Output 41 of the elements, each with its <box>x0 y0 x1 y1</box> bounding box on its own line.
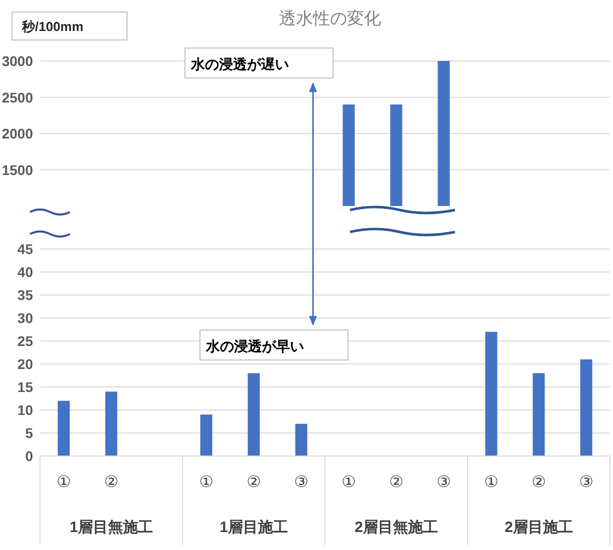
bar <box>580 359 592 456</box>
y-tick-label: 30 <box>17 310 34 326</box>
y-tick-label: 20 <box>17 356 34 372</box>
x-tick-label: ① <box>342 474 356 491</box>
y-tick-label: 0 <box>25 448 34 464</box>
annotation: 水の浸透が早い <box>205 338 304 354</box>
y-tick-label: 1500 <box>2 162 34 178</box>
y-tick-label: 3000 <box>2 53 34 69</box>
bar <box>532 373 545 456</box>
y-tick-label: 2500 <box>2 89 34 106</box>
y-tick-label: 40 <box>17 264 34 280</box>
x-tick-label: ② <box>532 474 546 491</box>
x-tick-label: ① <box>56 474 71 491</box>
y-axis-title: 秒/100mm <box>21 19 84 34</box>
y-tick-label: 25 <box>17 333 34 349</box>
annotation: 水の浸透が遅い <box>190 56 289 72</box>
bar <box>105 392 118 456</box>
x-tick-label: ① <box>484 474 498 491</box>
x-tick-label: ③ <box>579 474 594 491</box>
text: 2層目施工 <box>504 519 573 536</box>
y-tick-label: 5 <box>25 425 34 441</box>
y-tick-label: 45 <box>17 241 34 257</box>
text: 2層目無施工 <box>354 519 438 536</box>
bar <box>295 424 308 456</box>
text: 1層目施工 <box>220 519 288 536</box>
y-tick-label: 15 <box>17 379 34 395</box>
x-tick-label: ② <box>246 474 261 491</box>
bar <box>248 373 260 456</box>
x-tick-label: ③ <box>294 474 308 491</box>
y-tick-label: 10 <box>17 402 34 418</box>
bar <box>58 400 70 456</box>
text: 1層目無施工 <box>70 519 153 536</box>
bar <box>485 332 498 456</box>
x-tick-label: ② <box>104 474 118 491</box>
y-tick-label: 35 <box>17 287 34 303</box>
y-tick-label: 2000 <box>2 126 34 142</box>
chart-title: 透水性の変化 <box>279 9 381 28</box>
x-tick-label: ② <box>389 474 404 491</box>
bar <box>200 414 212 456</box>
x-tick-label: ③ <box>436 474 451 491</box>
x-tick-label: ① <box>199 474 214 491</box>
